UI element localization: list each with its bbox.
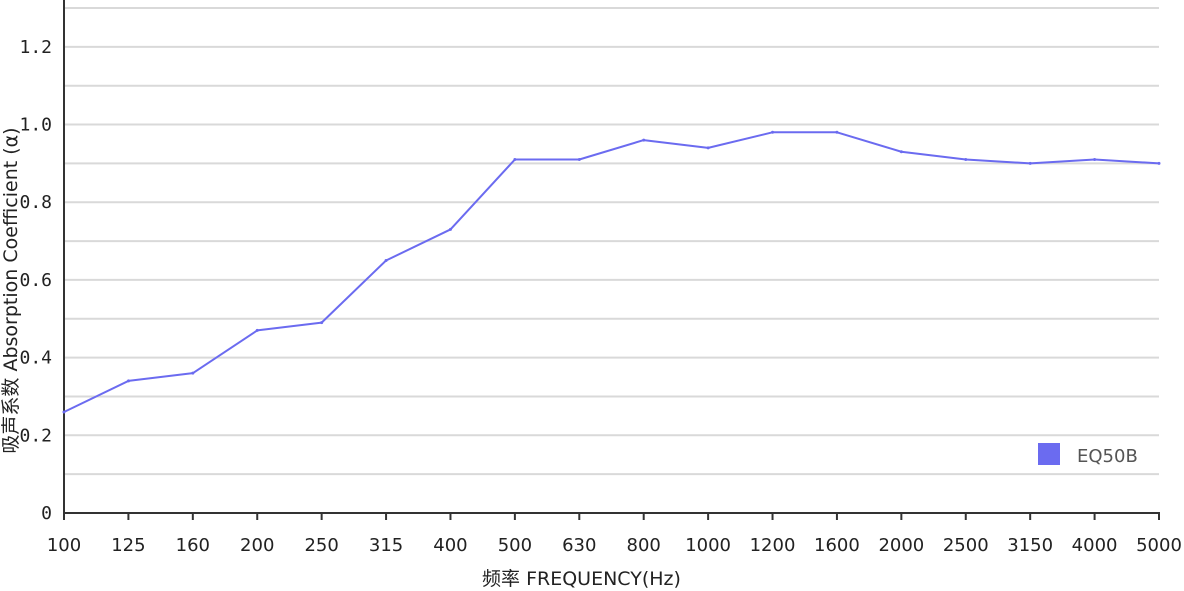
x-tick-label: 250 [304, 535, 338, 556]
axes [63, 0, 1160, 520]
y-tick-label: 1.2 [19, 37, 52, 58]
legend-swatch [1038, 443, 1060, 465]
x-tick-label: 1600 [814, 535, 860, 556]
data-point [899, 150, 903, 154]
data-point [1028, 161, 1032, 165]
data-point [191, 371, 195, 375]
x-tick-label: 800 [627, 535, 661, 556]
grid-lines [64, 7, 1159, 476]
data-point [642, 138, 646, 142]
y-tick-label: 0.2 [19, 425, 52, 446]
data-point [706, 146, 710, 150]
series-lines [62, 130, 1161, 414]
x-tick-label: 400 [433, 535, 467, 556]
data-point [126, 379, 130, 383]
x-tick-label: 500 [498, 535, 532, 556]
y-tick-label: 0.8 [19, 192, 52, 213]
y-tick-label: 0.6 [19, 270, 52, 291]
data-point [513, 158, 517, 161]
y-tick-label: 1.0 [19, 115, 52, 136]
data-point [320, 321, 324, 325]
data-point [1157, 161, 1161, 165]
x-tick-label: 3150 [1007, 535, 1053, 556]
x-axis-title: 频率 FREQUENCY(Hz) [482, 568, 681, 590]
y-axis-title: 吸声系数 Absorption Coefficient (α) [0, 127, 22, 453]
x-tick-label: 2000 [878, 535, 924, 556]
legend-label: EQ50B [1077, 446, 1138, 467]
x-tick-label: 100 [47, 535, 81, 556]
x-tick-label: 4000 [1072, 535, 1118, 556]
x-tick-label: 125 [111, 535, 145, 556]
data-point [964, 158, 968, 161]
x-tick-label: 1200 [750, 535, 796, 556]
y-tick-label: 0.4 [19, 348, 52, 369]
x-tick-label: 2500 [943, 535, 989, 556]
series-line [63, 131, 1160, 413]
x-tick-label: 200 [240, 535, 274, 556]
x-tick-label: 1000 [685, 535, 731, 556]
legend: EQ50B [1038, 443, 1138, 467]
x-tick-label: 5000 [1136, 535, 1182, 556]
data-point [577, 158, 581, 161]
x-tick-label: 630 [562, 535, 596, 556]
y-tick-label: 0 [41, 503, 52, 524]
data-point [1093, 158, 1097, 161]
data-point [835, 130, 839, 134]
data-point [255, 328, 259, 332]
x-tick-label: 315 [369, 535, 403, 556]
data-point [771, 130, 775, 134]
tick-labels: 100 125 160 200 250 315 400 500 630 800 1000 1200 16… [19, 37, 1181, 556]
data-point [448, 227, 452, 231]
x-tick-label: 160 [176, 535, 210, 556]
data-point [62, 410, 66, 414]
data-point [384, 259, 388, 262]
